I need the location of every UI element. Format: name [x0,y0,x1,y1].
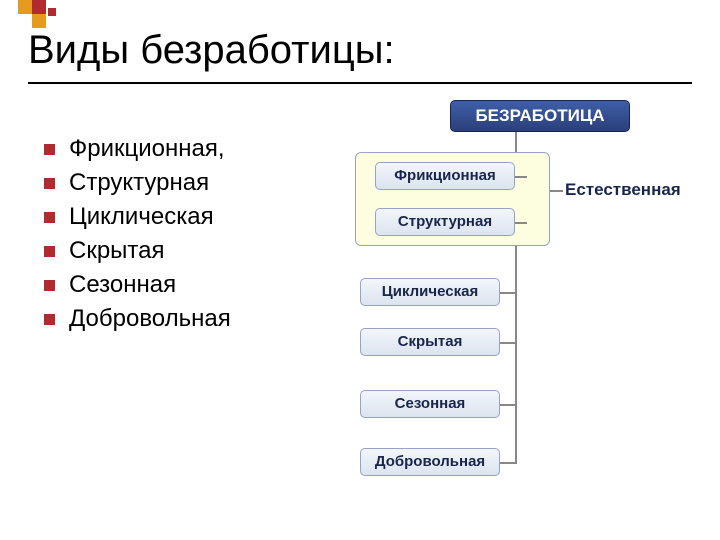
bullet-icon [44,280,55,291]
title-underline [28,82,692,84]
bullet-text: Фрикционная, [69,135,225,163]
list-item: Фрикционная, [44,135,231,163]
bullet-icon [44,314,55,325]
bullet-text: Сезонная [69,271,176,299]
bullet-icon [44,144,55,155]
bullet-text: Добровольная [69,305,231,333]
decor-square [48,8,56,16]
list-item: Циклическая [44,203,231,231]
list-item: Сезонная [44,271,231,299]
hierarchy-diagram: БЕЗРАБОТИЦА Естественная Фрикционная Стр… [355,100,700,500]
root-node: БЕЗРАБОТИЦА [450,100,630,132]
decor-square [32,0,46,14]
node-structural: Структурная [375,208,515,236]
bullet-icon [44,212,55,223]
decor-square [32,14,46,28]
node-frictional: Фрикционная [375,162,515,190]
decor-square [18,0,32,14]
connector-h [500,292,517,294]
node-seasonal: Сезонная [360,390,500,418]
connector-h [500,462,517,464]
connector-h [550,190,563,192]
bullet-icon [44,246,55,257]
node-voluntary: Добровольная [360,448,500,476]
connector-h [515,176,527,178]
node-cyclical: Циклическая [360,278,500,306]
slide-title: Виды безработицы: [28,28,395,73]
connector-h [500,342,517,344]
node-hidden: Скрытая [360,328,500,356]
connector-h [515,222,527,224]
bullet-text: Скрытая [69,237,165,265]
list-item: Структурная [44,169,231,197]
list-item: Скрытая [44,237,231,265]
bullet-text: Структурная [69,169,209,197]
bullet-list: Фрикционная, Структурная Циклическая Скр… [44,135,231,339]
connector-h [500,404,517,406]
group-label: Естественная [565,180,681,200]
bullet-text: Циклическая [69,203,214,231]
list-item: Добровольная [44,305,231,333]
bullet-icon [44,178,55,189]
